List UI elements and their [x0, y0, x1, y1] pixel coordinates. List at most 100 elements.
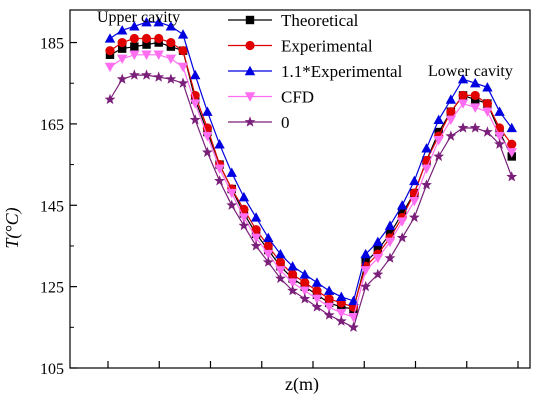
series-cfd — [104, 50, 517, 323]
data-point — [214, 175, 225, 186]
data-point — [214, 139, 225, 149]
data-point — [178, 46, 188, 56]
data-point — [165, 73, 177, 84]
data-point — [506, 122, 517, 133]
data-point — [287, 285, 298, 296]
data-point — [288, 269, 298, 280]
data-point — [311, 277, 323, 287]
data-point — [189, 114, 201, 125]
data-point — [494, 138, 505, 149]
data-point — [494, 131, 505, 142]
series-1-1-experimental — [104, 17, 517, 306]
data-point — [263, 232, 274, 243]
legend: Theoretical Experimental 1.1*Experimental C… — [228, 11, 403, 132]
data-point — [275, 266, 286, 276]
data-point — [445, 130, 457, 141]
data-point — [141, 33, 152, 44]
data-point — [105, 46, 115, 56]
data-point — [372, 236, 384, 247]
data-point — [457, 73, 469, 84]
data-point — [141, 17, 152, 27]
y-tick-label: 165 — [40, 117, 64, 134]
data-point — [348, 312, 359, 323]
data-point — [130, 42, 139, 51]
data-point — [116, 25, 128, 35]
data-point — [360, 266, 371, 276]
legend-label: 1.1*Experimental — [281, 62, 403, 81]
data-point — [129, 50, 140, 60]
data-point — [421, 164, 432, 174]
y-axis-label: T(°C) — [2, 207, 23, 248]
data-point — [166, 37, 176, 48]
data-point — [324, 294, 334, 304]
data-point — [117, 37, 127, 48]
data-point — [116, 54, 128, 65]
data-point — [446, 107, 456, 117]
data-point — [244, 92, 256, 102]
data-point — [312, 286, 322, 296]
data-point — [202, 106, 213, 116]
data-point — [141, 50, 152, 60]
data-point — [153, 17, 164, 27]
data-point — [494, 106, 505, 116]
data-point — [360, 248, 371, 259]
legend-label: Experimental — [281, 37, 373, 56]
data-point — [482, 82, 493, 92]
data-point — [245, 15, 255, 25]
data-point — [311, 294, 323, 305]
data-point — [457, 99, 469, 109]
data-point — [409, 197, 420, 207]
data-point — [250, 240, 262, 251]
annotation-upper-cavity: Upper cavity — [97, 9, 180, 26]
data-point — [396, 217, 408, 227]
data-point — [287, 278, 298, 288]
data-point — [409, 175, 420, 186]
data-point — [177, 29, 189, 39]
data-point — [506, 148, 517, 158]
data-point — [445, 115, 457, 126]
y-tick-label: 125 — [40, 280, 64, 297]
data-point — [104, 93, 116, 105]
data-point — [311, 301, 323, 312]
data-point — [251, 225, 261, 235]
data-point — [275, 257, 286, 267]
data-point — [421, 179, 432, 190]
data-point — [250, 212, 262, 222]
data-point — [263, 249, 274, 260]
data-point — [300, 277, 310, 288]
data-point — [238, 191, 250, 202]
data-point — [263, 241, 273, 251]
data-point — [154, 33, 164, 44]
data-point — [244, 65, 256, 76]
data-point — [226, 167, 237, 177]
data-point — [275, 272, 286, 284]
series-line — [109, 54, 513, 318]
data-point — [177, 77, 189, 88]
data-point — [238, 219, 250, 231]
data-point — [323, 302, 335, 313]
data-point — [396, 232, 408, 243]
data-point — [482, 126, 493, 137]
data-point — [336, 308, 347, 319]
data-point — [360, 280, 372, 292]
data-point — [469, 122, 481, 133]
data-point — [142, 40, 151, 49]
data-point — [507, 139, 517, 149]
data-point — [494, 123, 505, 133]
series-0 — [104, 69, 518, 332]
legend-label: 0 — [281, 113, 290, 132]
data-point — [202, 131, 213, 142]
data-point — [239, 204, 249, 214]
data-point — [250, 233, 262, 244]
data-point — [348, 321, 359, 332]
data-point — [408, 211, 420, 223]
data-point — [299, 293, 311, 304]
data-point — [336, 291, 347, 302]
legend-label: CFD — [281, 88, 314, 107]
data-point — [117, 44, 127, 53]
data-point — [165, 54, 177, 65]
data-point — [128, 69, 140, 80]
data-point — [275, 248, 286, 259]
legend-label: Theoretical — [281, 11, 359, 30]
